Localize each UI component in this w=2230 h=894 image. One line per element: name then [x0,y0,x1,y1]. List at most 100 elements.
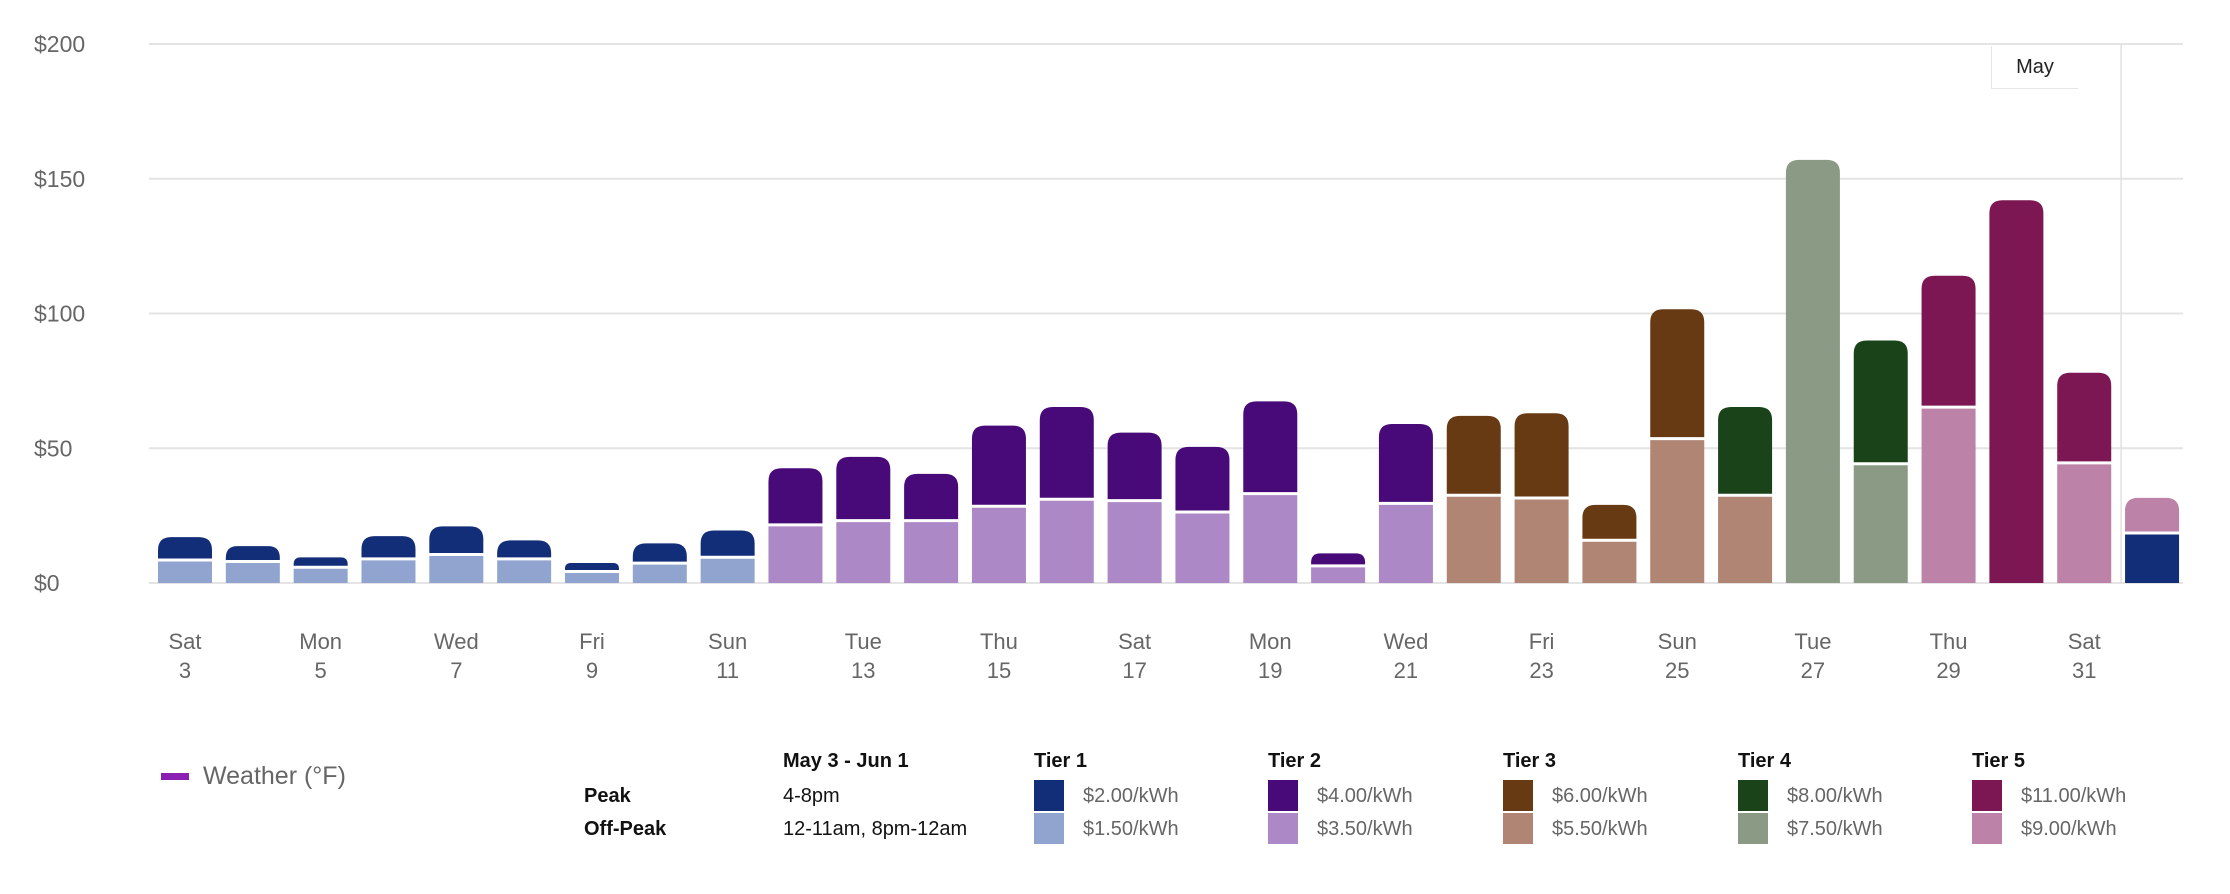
x-tick-day: 19 [1258,658,1282,683]
x-tick-weekday: Mon [1249,629,1292,654]
y-tick-label: $200 [34,31,85,57]
bar-segment-t5_peak[interactable] [1921,275,1976,406]
bar-segment-t1_off[interactable] [293,568,348,583]
bar-segment-t5_peak[interactable] [1989,200,2044,583]
x-tick-day: 23 [1529,658,1553,683]
bar-segment-t1_off[interactable] [429,556,484,583]
bar-segment-t2_peak[interactable] [1311,553,1366,565]
bar-segment-t2_off[interactable] [971,507,1026,583]
x-tick-day: 13 [851,658,875,683]
offpeak-label: Off-Peak [584,818,667,840]
tier-5-peak-price: $11.00/kWh [2021,785,2127,807]
bar-segment-t3_off[interactable] [1446,496,1501,583]
bar-segment-t2_off[interactable] [1243,495,1298,583]
offpeak-hours: 12-11am, 8pm-12am [783,818,968,840]
bar-segment-t2_peak[interactable] [904,473,959,520]
bar-segment-t1_peak[interactable] [293,557,348,566]
tier-5-label: Tier 5 [1972,750,2025,772]
bar-segment-t5_peak[interactable] [2057,372,2112,462]
bar-segment-t4_off[interactable] [1853,465,1908,583]
x-tick-weekday: Fri [579,629,605,654]
bar-segment-t1_peak[interactable] [497,540,552,558]
bar-segment-t2_peak[interactable] [1378,423,1433,502]
tier-1-offpeak-swatch [1034,813,1064,844]
bar-segment-t1_off[interactable] [158,561,212,583]
bar-segment-t2_off[interactable] [1311,567,1366,583]
weather-swatch [161,773,189,780]
bar-segment-t2_off[interactable] [1175,513,1230,583]
bar-segment-t3_peak[interactable] [1446,415,1501,494]
bar-segment-t2_peak[interactable] [768,468,823,524]
bar-segment-t1_peak[interactable] [2125,534,2180,583]
bar-segment-t2_off[interactable] [836,522,891,583]
tier-2-peak-price: $4.00/kWh [1317,785,1413,807]
cost-bar-chart: $0 $50 $100 $150 $200 Sat 3 Mon 5 Wed 7 Fri 9 Sun 11 Tu… [34,31,2183,683]
bar-segment-t2_peak[interactable] [971,425,1026,505]
bar-segment-t2_peak[interactable] [1039,407,1094,498]
bar-segment-t2_off[interactable] [1039,500,1094,583]
bar-segment-t1_peak[interactable] [700,530,755,556]
bar-segment-t1_peak[interactable] [361,536,416,558]
tier-5-offpeak-price: $9.00/kWh [2021,818,2117,840]
x-tick-day: 21 [1394,658,1418,683]
bar-segment-t4_peak[interactable] [1853,340,1908,463]
bar-segment-t4_peak[interactable] [1718,407,1773,494]
bar-segment-t3_peak[interactable] [1650,309,1705,438]
bar-segment-t1_off[interactable] [497,560,552,583]
bar-segment-t1_peak[interactable] [429,526,484,554]
y-tick-label: $150 [34,166,85,192]
bar-segment-t1_peak[interactable] [225,546,280,561]
bar-segment-t3_off[interactable] [1718,496,1773,583]
bar-segment-t4_off[interactable] [1785,159,1840,583]
bar-segment-t1_peak[interactable] [158,537,212,559]
x-tick-day: 3 [179,658,191,683]
bar-segment-t2_peak[interactable] [1243,401,1298,493]
bar-segment-t5_off[interactable] [2057,464,2112,583]
weather-label: Weather (°F) [203,762,346,790]
tier-2-label: Tier 2 [1268,750,1321,772]
bar-segment-t2_peak[interactable] [836,456,891,520]
x-tick-weekday: Mon [299,629,342,654]
bar-segment-t3_off[interactable] [1514,499,1569,583]
bar-segment-t2_peak[interactable] [1175,446,1230,511]
x-tick-weekday: Sun [1658,629,1697,654]
x-tick-day: 7 [450,658,462,683]
x-tick-day: 27 [1801,658,1825,683]
x-tick-weekday: Fri [1529,629,1555,654]
bar-segment-t1_off[interactable] [700,558,755,583]
tier-2-peak-swatch [1268,780,1298,811]
bar-segment-t2_off[interactable] [768,526,823,583]
bar-segment-t2_peak[interactable] [1107,432,1162,500]
tier-5-offpeak-swatch [1972,813,2002,844]
bar-segment-t1_off[interactable] [225,563,280,583]
bar-segment-t1_off[interactable] [361,560,416,583]
tier-3-peak-price: $6.00/kWh [1552,785,1648,807]
bar-segment-t1_off[interactable] [632,564,687,583]
bar-segment-t1_peak[interactable] [564,563,619,571]
tier-4-label: Tier 4 [1738,750,1791,772]
bar-segment-t1_peak[interactable] [632,543,687,562]
y-tick-label: $100 [34,301,85,327]
bar-segment-t3_peak[interactable] [1514,413,1569,497]
bar-segment-t2_off[interactable] [904,522,959,583]
bar-segment-t5_off[interactable] [2125,497,2180,532]
tier-4-peak-swatch [1738,780,1768,811]
bar-segment-t1_off[interactable] [564,573,619,583]
bar-segment-t2_off[interactable] [1378,504,1433,583]
bar-segment-t3_off[interactable] [1650,440,1705,583]
bar-segment-t3_peak[interactable] [1582,504,1637,539]
x-tick-weekday: Wed [1384,629,1429,654]
bar-segment-t2_off[interactable] [1107,502,1162,583]
x-tick-day: 25 [1665,658,1689,683]
x-tick-weekday: Wed [434,629,479,654]
tier-4-offpeak-price: $7.50/kWh [1787,818,1883,840]
tier-3-label: Tier 3 [1503,750,1556,772]
x-tick-day: 5 [315,658,327,683]
tier-4-offpeak-swatch [1738,813,1768,844]
tier-3-offpeak-price: $5.50/kWh [1552,818,1648,840]
x-tick-weekday: Sun [708,629,747,654]
x-tick-day: 29 [1936,658,1960,683]
bar-segment-t5_off[interactable] [1921,408,1976,583]
bar-segment-t3_off[interactable] [1582,541,1637,583]
legend-weather[interactable]: Weather (°F) [161,762,346,791]
